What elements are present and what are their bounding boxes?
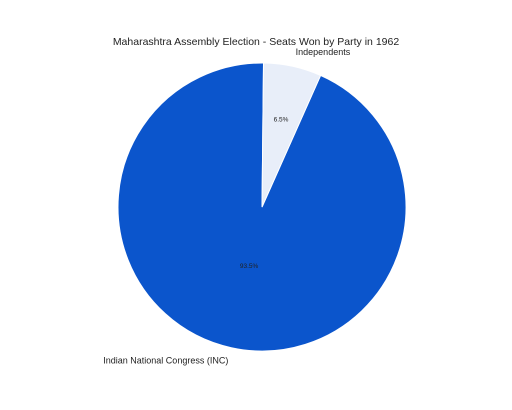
pie-slice-independents [261,62,322,208]
pct-label-independents: 6.5% [274,116,289,123]
pct-label-inc: 93.5% [240,263,259,270]
slice-label-independents: Independents [296,47,351,57]
chart-title: Maharashtra Assembly Election - Seats Wo… [112,36,400,48]
slice-label-inc: Indian National Congress (INC) [103,356,228,366]
